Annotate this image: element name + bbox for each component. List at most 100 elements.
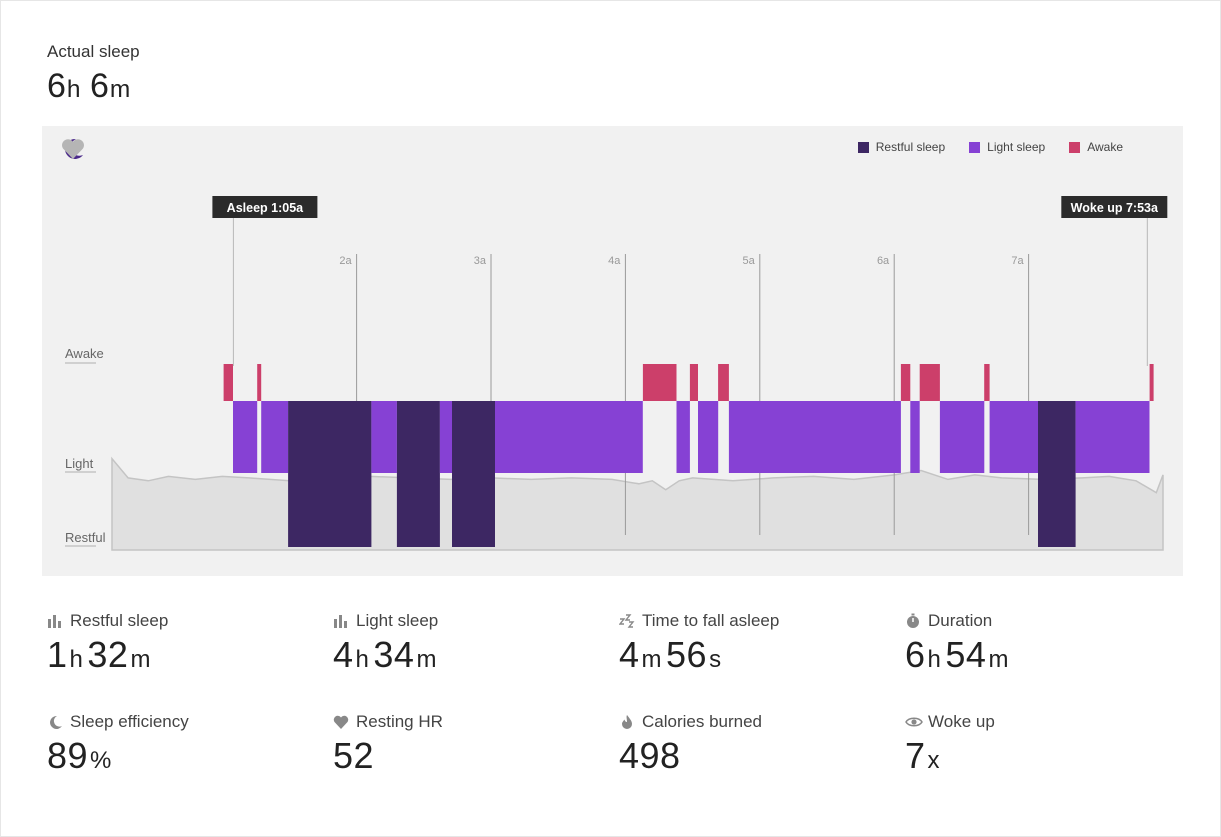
stat-number: 4 [333,634,354,675]
legend-label-restful: Restful sleep [875,140,946,154]
stat-value-sleep-efficiency: 89% [47,735,307,777]
legend-label-light: Light sleep [987,140,1046,154]
stat-number: 498 [619,735,681,776]
stat-value-woke-up: 7x [905,735,1165,777]
segment-light-9 [495,401,643,473]
tick-label-6a: 6a [877,255,890,267]
segment-light-17 [910,401,920,473]
stat-label-resting-hr: Resting HR [333,712,593,732]
stat-number: 1 [47,634,68,675]
stat-value-light-sleep: 4h 34m [333,634,593,676]
segment-light-21 [989,401,1038,473]
asleep-marker-label: Asleep 1:05a [227,201,304,215]
chart-view-toggles [60,136,118,162]
y-label-light: Light [65,456,94,471]
segment-awake-10 [642,364,677,401]
segment-light-1 [233,401,258,473]
stat-number: 6 [905,634,926,675]
eye-icon [905,714,923,730]
stat-unit: h [355,646,370,673]
segment-awake-0 [223,364,233,401]
marker-box-0 [212,196,318,218]
stat-resting-hr: Resting HR 52 [333,712,593,777]
stat-label-woke-up: Woke up [905,712,1165,732]
heart-icon[interactable] [62,136,118,162]
stat-value-restful-sleep: 1h 32m [47,634,307,676]
legend-item-restful: Restful sleep [857,140,946,154]
stat-number: 56 [666,634,708,675]
stat-unit: s [709,646,722,673]
sleep-chart: 2a 3a 4a 5a 6a 7a Awake Light Restful Asleep 1:05… [42,126,1183,576]
actual-sleep-hours: 6 [47,67,66,105]
stopwatch-icon [905,613,921,629]
legend-swatch-light [969,141,981,153]
stat-time-to-fall-asleep: Time to fall asleep 4m 56s [618,611,879,676]
stat-number: 89 [47,735,89,776]
stat-label-duration: Duration [905,611,1165,631]
segment-light-13 [698,401,719,473]
sleep-chart-svg: 2a 3a 4a 5a 6a 7a Awake Light Restful Asleep 1:05… [65,196,1168,551]
woke-up-marker-label: Woke up 7:53a [1071,201,1159,215]
stat-label-text: Restful sleep [70,611,169,630]
segment-light-23 [1075,401,1150,473]
segment-restful-22 [1038,401,1076,547]
stat-number: 7 [905,735,926,776]
actual-sleep-minutes-unit: m [109,76,131,103]
flame-icon [619,714,635,730]
tick-label-5a: 5a [743,255,756,267]
stat-restful-sleep: Restful sleep 1h 32m [47,611,307,676]
segment-awake-14 [718,364,729,401]
stat-unit: % [90,747,112,774]
stat-number: 52 [333,735,375,776]
segment-light-19 [939,401,985,473]
stat-unit: x [927,747,941,774]
segment-awake-2 [257,364,262,401]
legend-item-awake: Awake [1069,140,1123,154]
segment-awake-18 [919,364,940,401]
tick-label-3a: 3a [474,255,487,267]
stat-woke-up: Woke up 7x [905,712,1165,777]
stat-label-text: Time to fall asleep [642,611,780,630]
legend-item-light: Light sleep [969,140,1045,154]
stat-value-duration: 6h 54m [905,634,1165,676]
stat-label-time-to-fall-asleep: Time to fall asleep [618,611,879,631]
segment-light-3 [261,401,289,473]
stat-unit: m [130,646,151,673]
stat-label-calories-burned: Calories burned [619,712,879,732]
stat-unit: h [69,646,84,673]
segment-light-7 [439,401,452,473]
stat-sleep-efficiency: Sleep efficiency 89% [47,712,307,777]
legend-label-awake: Awake [1087,140,1123,154]
segment-restful-4 [288,401,372,547]
stat-label-sleep-efficiency: Sleep efficiency [47,712,307,732]
segment-light-11 [676,401,690,473]
bar-chart-icon [333,613,349,629]
chart-legend: Restful sleep Light sleep Awake [857,140,1123,154]
stat-number: 34 [373,634,415,675]
heart-small-icon [333,714,349,730]
stat-light-sleep: Light sleep 4h 34m [333,611,593,676]
actual-sleep-minutes: 6 [89,67,109,105]
bar-chart-icon [47,613,63,629]
segment-restful-6 [396,401,440,547]
segment-awake-20 [984,364,990,401]
y-label-awake: Awake [65,346,104,361]
segment-awake-12 [689,364,698,401]
stat-label-text: Light sleep [356,611,439,630]
segment-restful-8 [452,401,495,547]
stat-label-text: Duration [928,611,993,630]
stat-calories-burned: Calories burned 498 [619,712,879,777]
actual-sleep-label: Actual sleep [47,42,140,61]
stat-label-text: Resting HR [356,712,443,731]
stat-unit: m [416,646,437,673]
segment-awake-24 [1149,364,1154,401]
y-label-restful: Restful [65,530,106,545]
actual-sleep-hours-unit: h [66,76,81,103]
actual-sleep-value: 6h 6m [47,67,130,106]
stat-label-light-sleep: Light sleep [333,611,593,631]
stat-label-restful-sleep: Restful sleep [47,611,307,631]
marker-box-1 [1061,196,1168,218]
stat-number: 4 [619,634,640,675]
zzz-icon [618,613,635,629]
